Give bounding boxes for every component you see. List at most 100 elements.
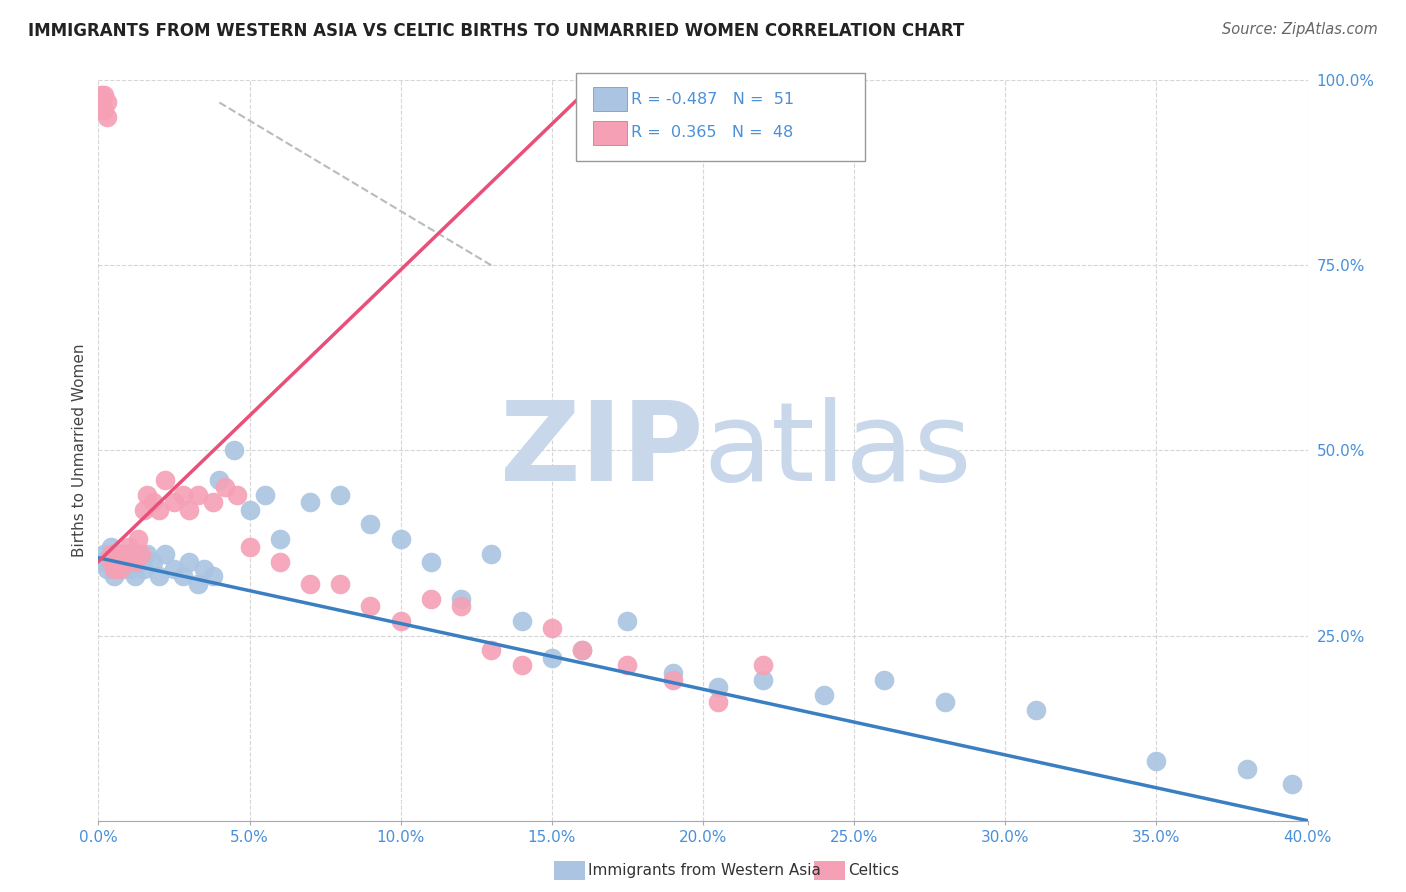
Text: Immigrants from Western Asia: Immigrants from Western Asia [588, 863, 821, 878]
Point [510, 658, 533, 673]
Point [105, 555, 128, 569]
Point [481, 643, 503, 657]
Point [202, 495, 225, 509]
Point [481, 547, 503, 561]
Point [90, 555, 112, 569]
Point [114, 547, 136, 561]
Point [153, 473, 176, 487]
Point [132, 562, 155, 576]
Text: R = -0.487   N =  51: R = -0.487 N = 51 [631, 92, 794, 106]
Point [172, 488, 194, 502]
Point [202, 569, 225, 583]
Point [214, 480, 236, 494]
Point [163, 495, 186, 509]
Point [1144, 755, 1167, 769]
Point [224, 443, 246, 458]
Point [172, 569, 194, 583]
Point [118, 540, 141, 554]
Point [226, 488, 249, 502]
Point [96, 562, 118, 576]
Point [571, 643, 593, 657]
Point [121, 562, 143, 576]
Point [121, 547, 143, 561]
Point [100, 540, 122, 554]
Point [127, 533, 149, 547]
Point [540, 621, 562, 635]
Point [179, 555, 201, 569]
Point [93, 103, 115, 117]
Point [934, 695, 956, 709]
Point [129, 555, 152, 569]
Point [103, 547, 125, 561]
Point [90, 95, 112, 110]
Point [389, 533, 412, 547]
Point [1236, 762, 1258, 776]
Point [93, 88, 115, 103]
Point [118, 555, 141, 569]
Point [93, 547, 115, 561]
Point [707, 695, 730, 709]
Point [239, 540, 262, 554]
Point [873, 673, 896, 687]
Point [329, 488, 352, 502]
Point [96, 111, 118, 125]
Point [135, 488, 157, 502]
Point [420, 555, 443, 569]
Point [1024, 703, 1046, 717]
Text: Source: ZipAtlas.com: Source: ZipAtlas.com [1222, 22, 1378, 37]
Point [420, 591, 443, 606]
Point [616, 614, 638, 628]
Point [752, 673, 775, 687]
Point [90, 88, 112, 103]
Point [450, 591, 472, 606]
Point [114, 555, 136, 569]
Point [253, 488, 276, 502]
Point [187, 488, 209, 502]
Point [269, 533, 291, 547]
Text: ZIP: ZIP [499, 397, 703, 504]
Point [661, 665, 683, 680]
Point [153, 547, 176, 561]
Point [135, 547, 157, 561]
Point [163, 562, 186, 576]
Point [111, 547, 134, 561]
Text: R =  0.365   N =  48: R = 0.365 N = 48 [631, 126, 793, 140]
Point [193, 562, 215, 576]
Point [103, 569, 125, 583]
Point [571, 643, 593, 657]
Point [108, 555, 131, 569]
Point [208, 473, 231, 487]
Point [299, 495, 322, 509]
Point [329, 576, 352, 591]
Point [752, 658, 775, 673]
Point [142, 495, 165, 509]
Point [100, 555, 122, 569]
Point [96, 95, 118, 110]
Point [90, 103, 112, 117]
Text: Celtics: Celtics [848, 863, 898, 878]
Point [187, 576, 209, 591]
Point [299, 576, 322, 591]
Point [510, 614, 533, 628]
Point [124, 555, 146, 569]
Point [450, 599, 472, 613]
Point [129, 547, 152, 561]
Point [269, 555, 291, 569]
Point [127, 547, 149, 561]
Point [103, 562, 125, 576]
Point [661, 673, 683, 687]
Point [1281, 776, 1303, 791]
Point [179, 502, 201, 516]
Point [389, 614, 412, 628]
Point [813, 688, 835, 702]
Point [616, 658, 638, 673]
Point [111, 562, 134, 576]
Point [360, 517, 382, 532]
Point [239, 502, 262, 516]
Point [124, 569, 146, 583]
Point [360, 599, 382, 613]
Point [707, 681, 730, 695]
Point [100, 547, 122, 561]
Y-axis label: Births to Unmarried Women: Births to Unmarried Women [72, 343, 87, 558]
Point [148, 569, 170, 583]
